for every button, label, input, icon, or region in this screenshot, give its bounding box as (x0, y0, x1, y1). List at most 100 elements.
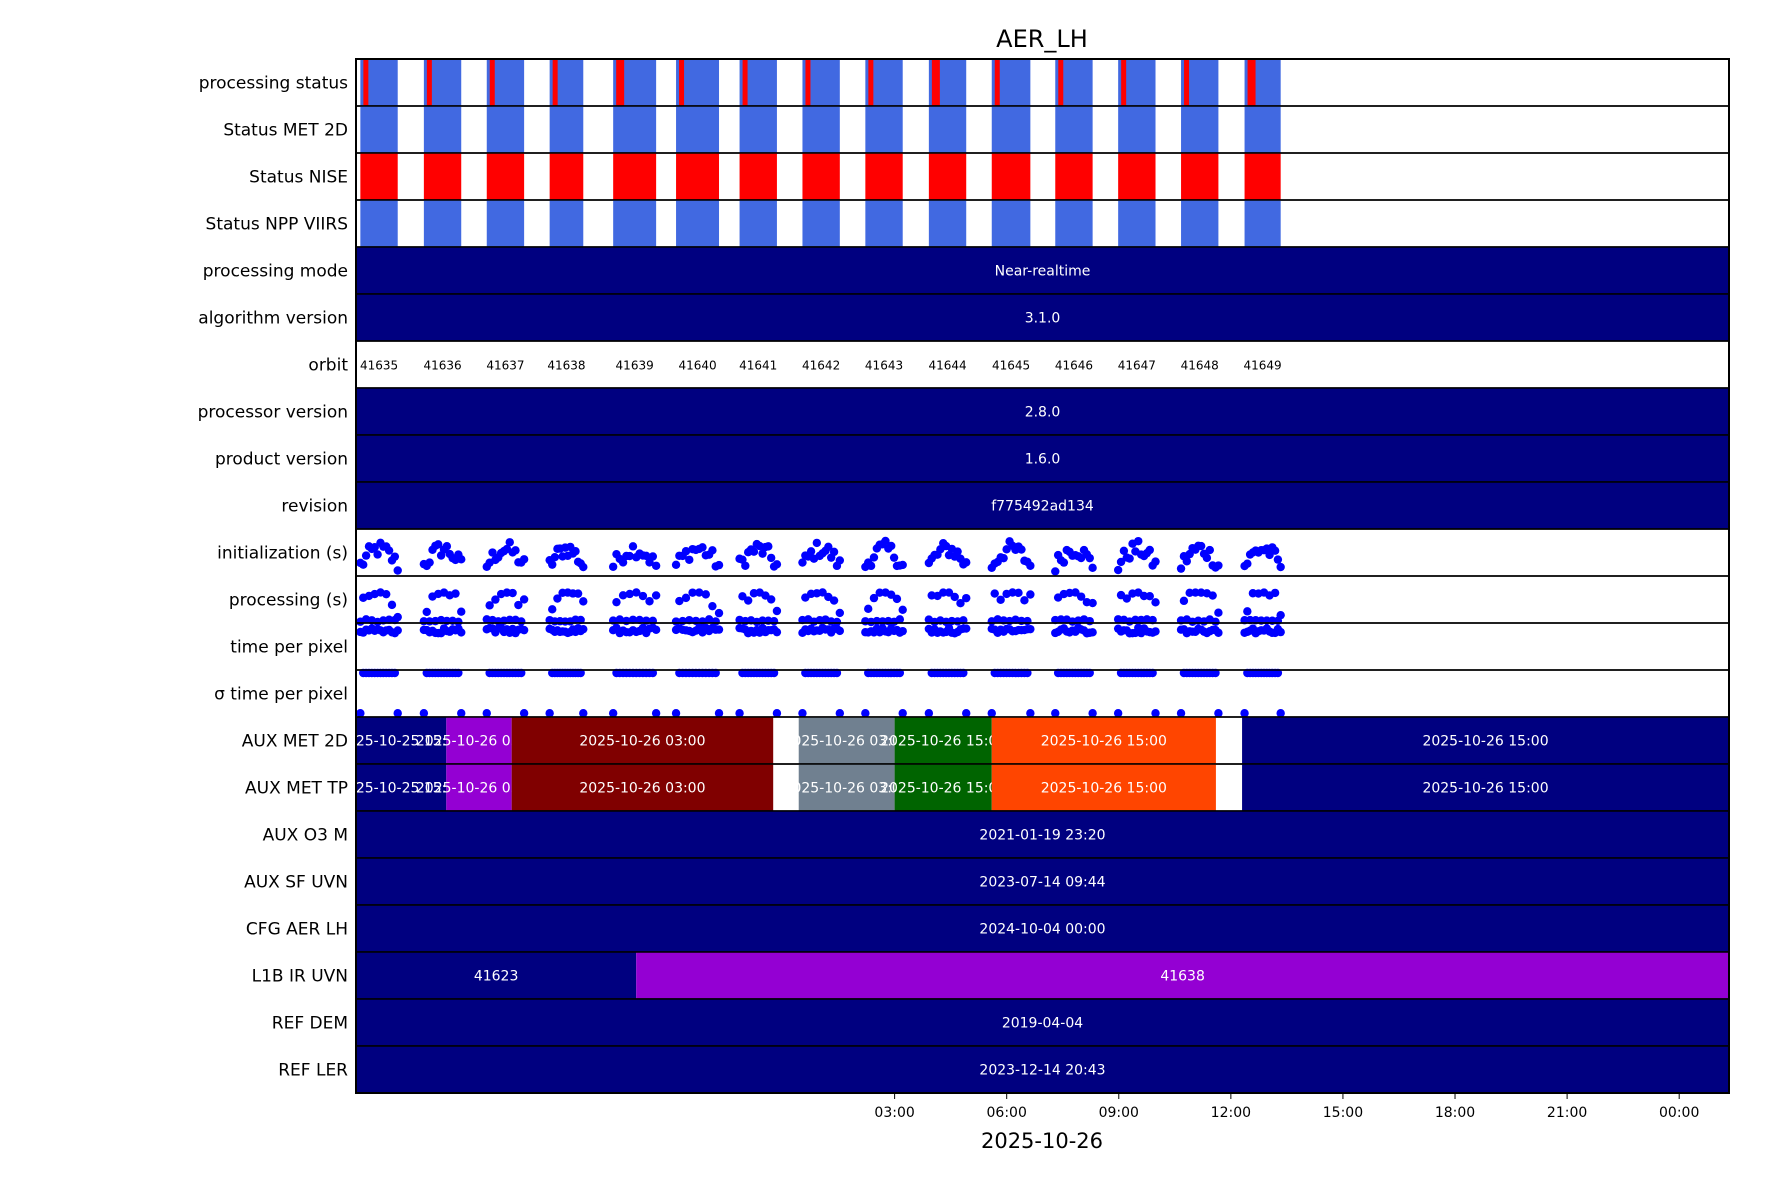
time-per-pixel-point (962, 624, 971, 633)
processing-status-marker (552, 59, 558, 106)
orbit-label: 41639 (616, 359, 654, 373)
status-npp-viirs-orbit-bar (1244, 200, 1281, 247)
processing-s-point (1020, 596, 1029, 605)
processing-s-point (514, 600, 523, 610)
processing-s-point (1148, 615, 1157, 625)
status-met-2d-orbit-bar (928, 106, 967, 153)
algorithm-version-segment (356, 294, 1729, 341)
status-nise-orbit-bar (991, 153, 1031, 200)
processing-s-point (618, 591, 628, 600)
row-label-status-met-2d: Status MET 2D (223, 121, 348, 141)
time-per-pixel-point (457, 628, 466, 637)
x-tick-label: 06:00 (987, 1105, 1027, 1121)
processing-s-point (573, 589, 583, 598)
time-per-pixel-point (545, 709, 554, 718)
initialization-s-point (866, 561, 876, 571)
processing-s-point (451, 589, 460, 598)
status-met-2d-orbit-bar (1055, 106, 1093, 153)
row-label-aux-met-tp: AUX MET TP (245, 779, 348, 799)
orbit-label: 41647 (1118, 359, 1156, 373)
processing-s-point (944, 588, 954, 597)
time-per-pixel-point (772, 627, 782, 637)
x-tick-label: 21:00 (1547, 1105, 1587, 1121)
x-tick-label: 00:00 (1659, 1105, 1699, 1121)
processing-s-point (1014, 588, 1023, 598)
time-per-pixel-point (517, 668, 526, 678)
initialization-s-point (550, 552, 560, 562)
initialization-s-point (457, 555, 466, 564)
status-met-2d-orbit-bar (360, 106, 398, 153)
time-per-pixel-point (1088, 628, 1097, 637)
processor-version-segment-label: 2.8.0 (1025, 405, 1061, 421)
time-per-pixel-point (962, 709, 971, 718)
initialization-s-point (434, 540, 443, 549)
processing-mode-segment-label: Near-realtime (995, 264, 1091, 280)
processing-s-point (688, 588, 697, 597)
processing-s-point (681, 593, 691, 603)
processing-s-point (1145, 591, 1154, 601)
time-per-pixel-point (835, 709, 845, 718)
row-label-time-per-pixel: time per pixel (230, 638, 348, 658)
initialization-s-point (651, 561, 661, 570)
processing-s-point (990, 589, 999, 598)
initialization-s-point (548, 560, 557, 569)
processing-s-point (1211, 617, 1220, 627)
time-per-pixel-point (959, 668, 968, 678)
processing-s-point (869, 593, 879, 603)
initialization-s-point (671, 560, 681, 569)
status-npp-viirs-orbit-bar (613, 200, 657, 247)
status-met-2d-orbit-bar (676, 106, 720, 153)
processing-status-marker (616, 59, 625, 106)
aux-met-2d-segment-label: 2025-10-26 15:00 (1422, 734, 1548, 750)
processing-s-point (635, 615, 644, 625)
processing-status-marker (1184, 59, 1190, 106)
processing-status-marker (994, 59, 1000, 106)
row-label-status-npp-viirs: Status NPP VIIRS (206, 215, 348, 235)
processing-s-point (422, 607, 431, 617)
row-label-l1b-ir-uvn: L1B IR UVN (252, 967, 348, 987)
initialization-s-point (1270, 546, 1280, 555)
initialization-s-point (1243, 559, 1252, 568)
processing-s-point (832, 617, 842, 627)
processing-status-marker (489, 59, 495, 106)
aux-met-tp-segment-label: 2025-10-26 15:00 (1041, 781, 1167, 797)
aux-met-tp-segment-label: 2025-10-26 03:00 (416, 781, 542, 797)
aux-met-tp-segment (1242, 764, 1729, 811)
processing-s-point (1088, 598, 1097, 608)
initialization-s-point (361, 551, 371, 560)
row-label-algorithm-version: algorithm version (198, 309, 348, 329)
status-nise-orbit-bar (1118, 153, 1156, 200)
time-per-pixel-point (835, 626, 845, 636)
processing-mode-segment (356, 247, 1729, 294)
time-per-pixel-point (735, 709, 744, 718)
time-per-pixel-point (1276, 709, 1285, 718)
orbit-label: 41635 (360, 359, 398, 373)
processing-s-point (548, 605, 557, 614)
time-per-pixel-point (1088, 709, 1097, 718)
processing-s-point (1214, 608, 1223, 617)
status-met-2d-orbit-bar (549, 106, 584, 153)
row-label-ref-dem: REF DEM (272, 1014, 348, 1034)
aux-met-2d-segment (446, 717, 512, 764)
initialization-s-point (1196, 541, 1206, 551)
aux-met-tp-segment (356, 764, 447, 811)
processing-s-point (1243, 607, 1252, 616)
time-per-pixel-point (924, 709, 934, 718)
revision-segment-label: f775492ad134 (991, 499, 1094, 515)
initialization-s-point (741, 561, 750, 570)
row-label-aux-met-2d: AUX MET 2D (242, 732, 348, 752)
ref-ler-segment-label: 2023-12-14 20:43 (979, 1063, 1105, 1079)
processor-version-segment (356, 388, 1729, 435)
time-per-pixel-point (898, 709, 907, 718)
processing-s-point (387, 600, 397, 610)
orbit-label: 41640 (678, 359, 716, 373)
status-nise-orbit-bar (549, 153, 584, 200)
time-per-pixel-point (1240, 709, 1249, 718)
initialization-s-point (628, 542, 638, 551)
orbit-label: 41649 (1244, 359, 1282, 373)
status-met-2d-orbit-bar (739, 106, 777, 153)
processing-s-point (962, 593, 971, 603)
initialization-s-point (766, 553, 776, 563)
aux-met-2d-segment (991, 717, 1216, 764)
processing-s-point (553, 594, 562, 603)
